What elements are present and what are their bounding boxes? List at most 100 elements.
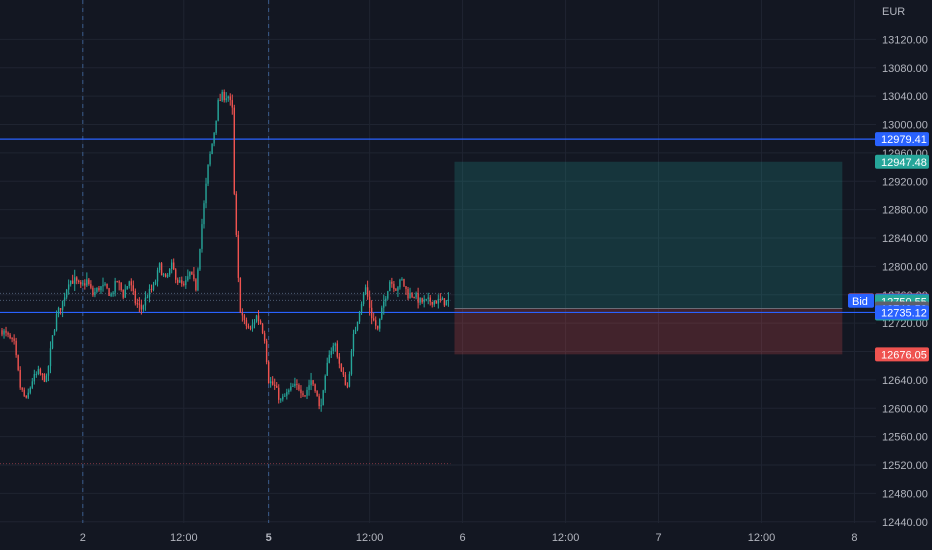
- candle-body: [397, 287, 399, 291]
- candle-body: [136, 303, 139, 305]
- candle-body: [175, 269, 177, 280]
- candle-body: [88, 279, 90, 285]
- candle-body: [63, 297, 66, 301]
- candle-body: [284, 395, 286, 397]
- candle-body: [211, 143, 213, 155]
- candle-body: [82, 283, 84, 285]
- candle-body: [387, 291, 389, 299]
- candle-body: [441, 298, 444, 300]
- candle-body: [59, 308, 62, 310]
- candle-body: [181, 280, 183, 284]
- price-badge: [875, 347, 929, 362]
- candle-body: [312, 380, 314, 385]
- candle-body: [421, 298, 423, 303]
- candle-body: [3, 330, 5, 335]
- candle-body: [364, 287, 367, 294]
- candle-body: [417, 293, 419, 303]
- time-axis[interactable]: 2 12:00 5 12:00 6 12:00 7 12:00 8: [80, 532, 858, 544]
- candle-body: [221, 91, 223, 101]
- candle-body: [443, 298, 446, 306]
- candle-body: [150, 288, 153, 290]
- price-badges: 12979.4112947.4812752.05Ask12751.55Bid12…: [848, 132, 929, 362]
- candle-body: [98, 287, 100, 291]
- candle-body: [223, 91, 225, 101]
- candle-body: [338, 356, 341, 364]
- candle-body: [425, 298, 427, 300]
- candle-body: [102, 284, 104, 287]
- y-tick-label: 13120.00: [882, 34, 928, 46]
- candle-body: [391, 281, 393, 284]
- candle-body: [69, 280, 72, 285]
- candle-body: [334, 343, 336, 346]
- candle-body: [389, 281, 391, 292]
- candle-body: [49, 348, 52, 367]
- candle-body: [247, 325, 250, 328]
- x-tick-label: 12:00: [170, 532, 198, 544]
- candle-body: [201, 224, 203, 249]
- y-tick-label: 12480.00: [882, 488, 928, 500]
- candle-body: [173, 262, 175, 270]
- candle-body: [245, 320, 248, 326]
- candle-body: [435, 300, 437, 304]
- candle-body: [76, 277, 78, 281]
- candle-body: [86, 279, 88, 286]
- candle-body: [419, 298, 421, 303]
- candle-body: [276, 385, 278, 388]
- candle-body: [41, 373, 44, 375]
- candle-body: [170, 262, 173, 269]
- candle-body: [15, 340, 17, 356]
- stop-zone[interactable]: [454, 308, 843, 355]
- candle-body: [362, 293, 365, 305]
- candle-body: [431, 301, 433, 305]
- candle-body: [189, 271, 191, 277]
- candle-body: [354, 329, 357, 335]
- candle-body: [72, 280, 74, 284]
- candle-body: [320, 405, 322, 407]
- candle-body: [274, 384, 276, 386]
- candle-body: [241, 312, 244, 316]
- candle-body: [342, 371, 345, 375]
- candle-body: [61, 300, 64, 310]
- x-tick-label: 5: [266, 532, 272, 544]
- price-tag: [848, 293, 874, 308]
- price-badge: [875, 132, 929, 147]
- candle-body: [328, 354, 330, 363]
- candle-body: [179, 280, 181, 283]
- candle-body: [377, 325, 379, 329]
- candle-body: [267, 362, 270, 384]
- y-tick-label: 12520.00: [882, 460, 928, 472]
- candle-body: [199, 248, 201, 270]
- candle-body: [146, 297, 149, 299]
- candle-body: [108, 288, 110, 296]
- x-tick-label: 8: [851, 532, 857, 544]
- candle-body: [304, 395, 306, 397]
- candle-body: [27, 392, 29, 398]
- candle-body: [207, 164, 209, 184]
- candle-body: [348, 374, 351, 387]
- candle-body: [45, 375, 48, 382]
- candle-body: [265, 340, 268, 363]
- candle-body: [356, 321, 359, 330]
- target-zone[interactable]: [454, 161, 843, 309]
- candle-body: [55, 314, 58, 331]
- x-tick-label: 7: [655, 532, 661, 544]
- candle-body: [205, 183, 207, 204]
- candle-body: [403, 278, 405, 287]
- candle-body: [217, 100, 219, 121]
- candle-body: [164, 274, 167, 277]
- candle-body: [39, 369, 42, 374]
- candle-body: [257, 315, 260, 322]
- candle-body: [35, 374, 38, 376]
- candle-body: [154, 281, 157, 285]
- price-badge: [875, 154, 929, 169]
- y-tick-label: 12600.00: [882, 403, 928, 415]
- y-tick-label: 12800.00: [882, 261, 928, 273]
- candle-body: [17, 355, 19, 370]
- position-tool[interactable]: [454, 161, 843, 355]
- candle-body: [344, 374, 347, 386]
- candle-body: [31, 381, 33, 388]
- candle-body: [405, 286, 407, 290]
- candle-body: [330, 350, 332, 355]
